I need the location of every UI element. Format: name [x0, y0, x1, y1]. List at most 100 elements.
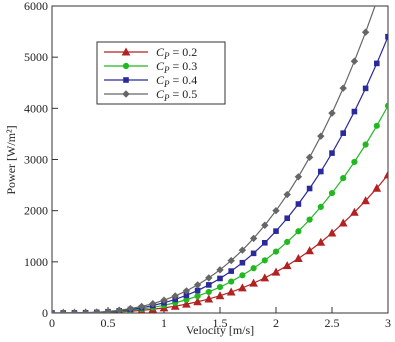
marker: [316, 237, 326, 246]
marker: [59, 309, 67, 313]
marker: [261, 257, 268, 264]
marker: [250, 265, 257, 272]
marker: [295, 228, 302, 235]
x-axis-label: Velocity [m/s]: [186, 323, 254, 337]
plot-area: [52, 0, 388, 313]
marker: [282, 261, 292, 270]
marker: [262, 239, 268, 246]
marker: [272, 248, 280, 255]
marker: [160, 296, 168, 304]
marker: [204, 294, 214, 303]
marker: [122, 62, 130, 70]
marker: [294, 253, 303, 263]
marker: [374, 0, 380, 4]
legend-label: CP = 0.3: [156, 59, 197, 75]
marker: [115, 306, 123, 313]
marker: [205, 288, 212, 296]
x-tick-label: 2: [273, 316, 279, 330]
marker: [193, 281, 202, 289]
marker: [205, 274, 213, 282]
marker: [294, 173, 303, 181]
marker: [261, 221, 269, 229]
marker: [193, 297, 202, 306]
marker: [351, 108, 358, 115]
marker: [317, 203, 324, 210]
marker: [372, 183, 382, 192]
marker: [305, 246, 314, 255]
marker: [338, 218, 348, 227]
legend-label: CP = 0.5: [156, 87, 197, 103]
marker: [350, 207, 359, 216]
marker: [227, 256, 235, 265]
x-tick-label: 0: [49, 316, 55, 330]
marker: [306, 185, 313, 192]
marker: [137, 302, 146, 311]
marker: [361, 28, 370, 36]
marker: [306, 216, 313, 223]
y-tick-label: 0: [42, 306, 48, 320]
marker: [249, 278, 258, 287]
marker: [249, 234, 258, 243]
marker: [272, 206, 280, 215]
marker: [374, 60, 380, 67]
marker: [284, 215, 290, 222]
y-tick-label: 1000: [24, 255, 48, 269]
marker: [271, 267, 281, 276]
marker: [318, 168, 324, 175]
marker: [216, 284, 224, 291]
marker: [328, 189, 336, 197]
x-tick-label: 2.5: [325, 316, 340, 330]
marker: [385, 33, 388, 40]
marker: [123, 77, 129, 83]
series-line: [52, 105, 388, 313]
x-tick-label: 3: [385, 316, 391, 330]
marker: [362, 141, 369, 148]
marker: [170, 301, 180, 310]
marker: [273, 228, 279, 234]
marker: [182, 299, 191, 308]
marker: [250, 250, 257, 257]
marker: [284, 238, 291, 246]
marker: [329, 150, 335, 156]
marker: [122, 90, 130, 98]
marker: [383, 170, 388, 179]
marker: [373, 122, 380, 129]
marker: [260, 273, 270, 282]
marker: [215, 291, 225, 300]
marker: [228, 268, 234, 274]
marker: [361, 196, 370, 205]
legend-label: CP = 0.4: [156, 73, 197, 89]
y-tick-label: 4000: [24, 101, 48, 115]
marker: [305, 153, 314, 162]
marker: [194, 293, 201, 300]
y-tick-label: 6000: [24, 0, 48, 13]
marker: [81, 308, 90, 313]
marker: [149, 299, 157, 308]
marker: [228, 278, 235, 285]
marker: [239, 272, 246, 279]
legend-label: CP = 0.2: [156, 45, 197, 61]
marker: [216, 266, 224, 274]
marker: [238, 246, 247, 254]
y-tick-label: 3000: [24, 153, 48, 167]
marker: [328, 109, 336, 117]
marker: [126, 304, 135, 313]
marker: [362, 85, 369, 92]
marker: [182, 287, 191, 295]
marker: [121, 47, 131, 56]
marker: [171, 292, 179, 300]
y-tick-label: 2000: [24, 204, 48, 218]
marker: [239, 259, 246, 266]
marker: [52, 309, 56, 313]
marker: [317, 132, 325, 140]
marker: [70, 309, 79, 313]
x-tick-label: 1.5: [213, 316, 228, 330]
y-axis-label: Power [W/m²]: [4, 125, 18, 194]
marker: [327, 228, 337, 237]
marker: [226, 287, 236, 296]
x-tick-label: 1: [161, 316, 167, 330]
marker: [340, 130, 346, 136]
marker: [238, 283, 247, 292]
marker: [339, 84, 347, 92]
